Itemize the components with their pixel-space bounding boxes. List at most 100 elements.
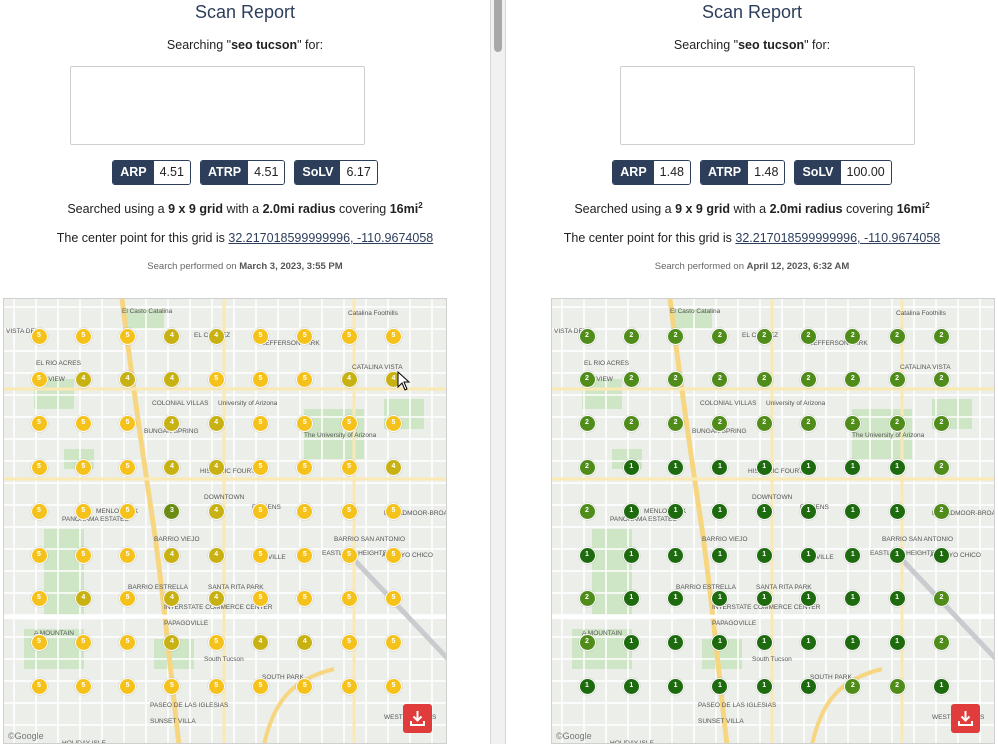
rank-pin[interactable]: 2: [622, 327, 640, 345]
rank-pin[interactable]: 5: [30, 327, 48, 345]
rank-pin[interactable]: 4: [207, 458, 225, 476]
rank-pin[interactable]: 5: [296, 502, 314, 520]
rank-pin[interactable]: 1: [622, 458, 640, 476]
rank-pin[interactable]: 4: [74, 371, 92, 389]
rank-pin[interactable]: 5: [252, 590, 269, 608]
rank-pin[interactable]: 1: [711, 634, 729, 652]
rank-pin[interactable]: 5: [30, 371, 48, 389]
rank-pin[interactable]: 1: [800, 677, 817, 695]
rank-pin[interactable]: 2: [711, 327, 729, 345]
rank-pin[interactable]: 2: [844, 327, 862, 345]
rank-pin[interactable]: 4: [296, 634, 314, 652]
rank-pin[interactable]: 3: [163, 502, 181, 520]
rank-pin[interactable]: 1: [800, 590, 817, 608]
rank-pin[interactable]: 2: [667, 415, 685, 433]
rank-pin[interactable]: 5: [296, 546, 314, 564]
rank-pin[interactable]: 5: [74, 458, 92, 476]
rank-pin[interactable]: 1: [888, 546, 906, 564]
rank-pin[interactable]: 4: [163, 458, 181, 476]
rank-pin[interactable]: 2: [932, 371, 950, 389]
rank-pin[interactable]: 2: [755, 371, 773, 389]
rank-pin[interactable]: 5: [252, 546, 269, 564]
rank-pin[interactable]: 4: [74, 590, 92, 608]
rank-pin[interactable]: 5: [296, 371, 314, 389]
rank-pin[interactable]: 5: [340, 634, 358, 652]
rank-pin[interactable]: 5: [296, 415, 314, 433]
rank-pin[interactable]: 1: [800, 546, 817, 564]
rank-pin[interactable]: 2: [800, 327, 817, 345]
rank-pin[interactable]: 1: [711, 502, 729, 520]
rank-pin[interactable]: 2: [932, 634, 950, 652]
rank-pin[interactable]: 2: [622, 415, 640, 433]
rank-pin[interactable]: 2: [932, 415, 950, 433]
rank-pin[interactable]: 5: [74, 502, 92, 520]
rank-pin[interactable]: 5: [296, 590, 314, 608]
rank-pin[interactable]: 2: [932, 590, 950, 608]
download-button[interactable]: [403, 704, 432, 733]
rank-pin[interactable]: 4: [207, 590, 225, 608]
rank-pin[interactable]: 5: [384, 590, 402, 608]
rank-pin[interactable]: 5: [30, 677, 48, 695]
rank-pin[interactable]: 5: [252, 502, 269, 520]
rank-pin[interactable]: 1: [755, 546, 773, 564]
rank-pin[interactable]: 1: [711, 546, 729, 564]
rank-pin[interactable]: 5: [30, 415, 48, 433]
rank-pin[interactable]: 5: [384, 327, 402, 345]
rank-pin[interactable]: 1: [622, 546, 640, 564]
rank-pin[interactable]: 4: [340, 371, 358, 389]
rank-pin[interactable]: 2: [755, 327, 773, 345]
rank-pin[interactable]: 2: [844, 371, 862, 389]
rank-pin[interactable]: 4: [163, 634, 181, 652]
rank-pin[interactable]: 5: [119, 327, 137, 345]
rank-pin[interactable]: 5: [340, 502, 358, 520]
rank-pin[interactable]: 4: [163, 327, 181, 345]
rank-pin[interactable]: 1: [888, 458, 906, 476]
rank-pin[interactable]: 5: [384, 502, 402, 520]
rank-pin[interactable]: 2: [578, 458, 596, 476]
rank-pin[interactable]: 4: [252, 634, 269, 652]
rank-pin[interactable]: 5: [119, 590, 137, 608]
rank-pin[interactable]: 2: [932, 502, 950, 520]
rank-pin[interactable]: 4: [207, 502, 225, 520]
rank-pin[interactable]: 5: [340, 415, 358, 433]
rank-pin[interactable]: 5: [163, 677, 181, 695]
rank-pin[interactable]: 4: [163, 415, 181, 433]
rank-pin[interactable]: 2: [800, 415, 817, 433]
rank-pin[interactable]: 5: [119, 458, 137, 476]
rank-pin[interactable]: 5: [30, 634, 48, 652]
rank-pin[interactable]: 5: [207, 371, 225, 389]
rank-pin[interactable]: 1: [755, 590, 773, 608]
rank-pin[interactable]: 1: [622, 502, 640, 520]
rank-pin[interactable]: 4: [163, 546, 181, 564]
rank-pin[interactable]: 2: [667, 327, 685, 345]
rank-pin[interactable]: 5: [30, 458, 48, 476]
rank-pin[interactable]: 2: [755, 415, 773, 433]
rank-pin[interactable]: 2: [578, 327, 596, 345]
rank-pin[interactable]: 2: [888, 327, 906, 345]
rank-pin[interactable]: 5: [296, 458, 314, 476]
rank-pin[interactable]: 2: [578, 371, 596, 389]
rank-pin[interactable]: 1: [667, 546, 685, 564]
rank-pin[interactable]: 2: [844, 677, 862, 695]
download-button[interactable]: [951, 704, 980, 733]
rank-pin[interactable]: 2: [932, 458, 950, 476]
rank-pin[interactable]: 1: [667, 677, 685, 695]
rank-pin[interactable]: 1: [711, 458, 729, 476]
rank-pin[interactable]: 2: [932, 327, 950, 345]
rank-pin[interactable]: 5: [74, 634, 92, 652]
rank-pin[interactable]: 5: [119, 502, 137, 520]
rank-pin[interactable]: 1: [667, 634, 685, 652]
rank-pin[interactable]: 4: [163, 590, 181, 608]
rank-pin[interactable]: 2: [578, 415, 596, 433]
rank-pin[interactable]: 2: [888, 415, 906, 433]
scrollbar-thumb[interactable]: [494, 0, 502, 52]
rank-pin[interactable]: 5: [384, 677, 402, 695]
rank-pin[interactable]: 2: [888, 371, 906, 389]
rank-pin[interactable]: 5: [119, 415, 137, 433]
rank-pin[interactable]: 2: [711, 371, 729, 389]
rank-pin[interactable]: 1: [844, 590, 862, 608]
rank-pin[interactable]: 5: [119, 634, 137, 652]
rank-pin[interactable]: 5: [384, 634, 402, 652]
rank-pin[interactable]: 5: [340, 458, 358, 476]
